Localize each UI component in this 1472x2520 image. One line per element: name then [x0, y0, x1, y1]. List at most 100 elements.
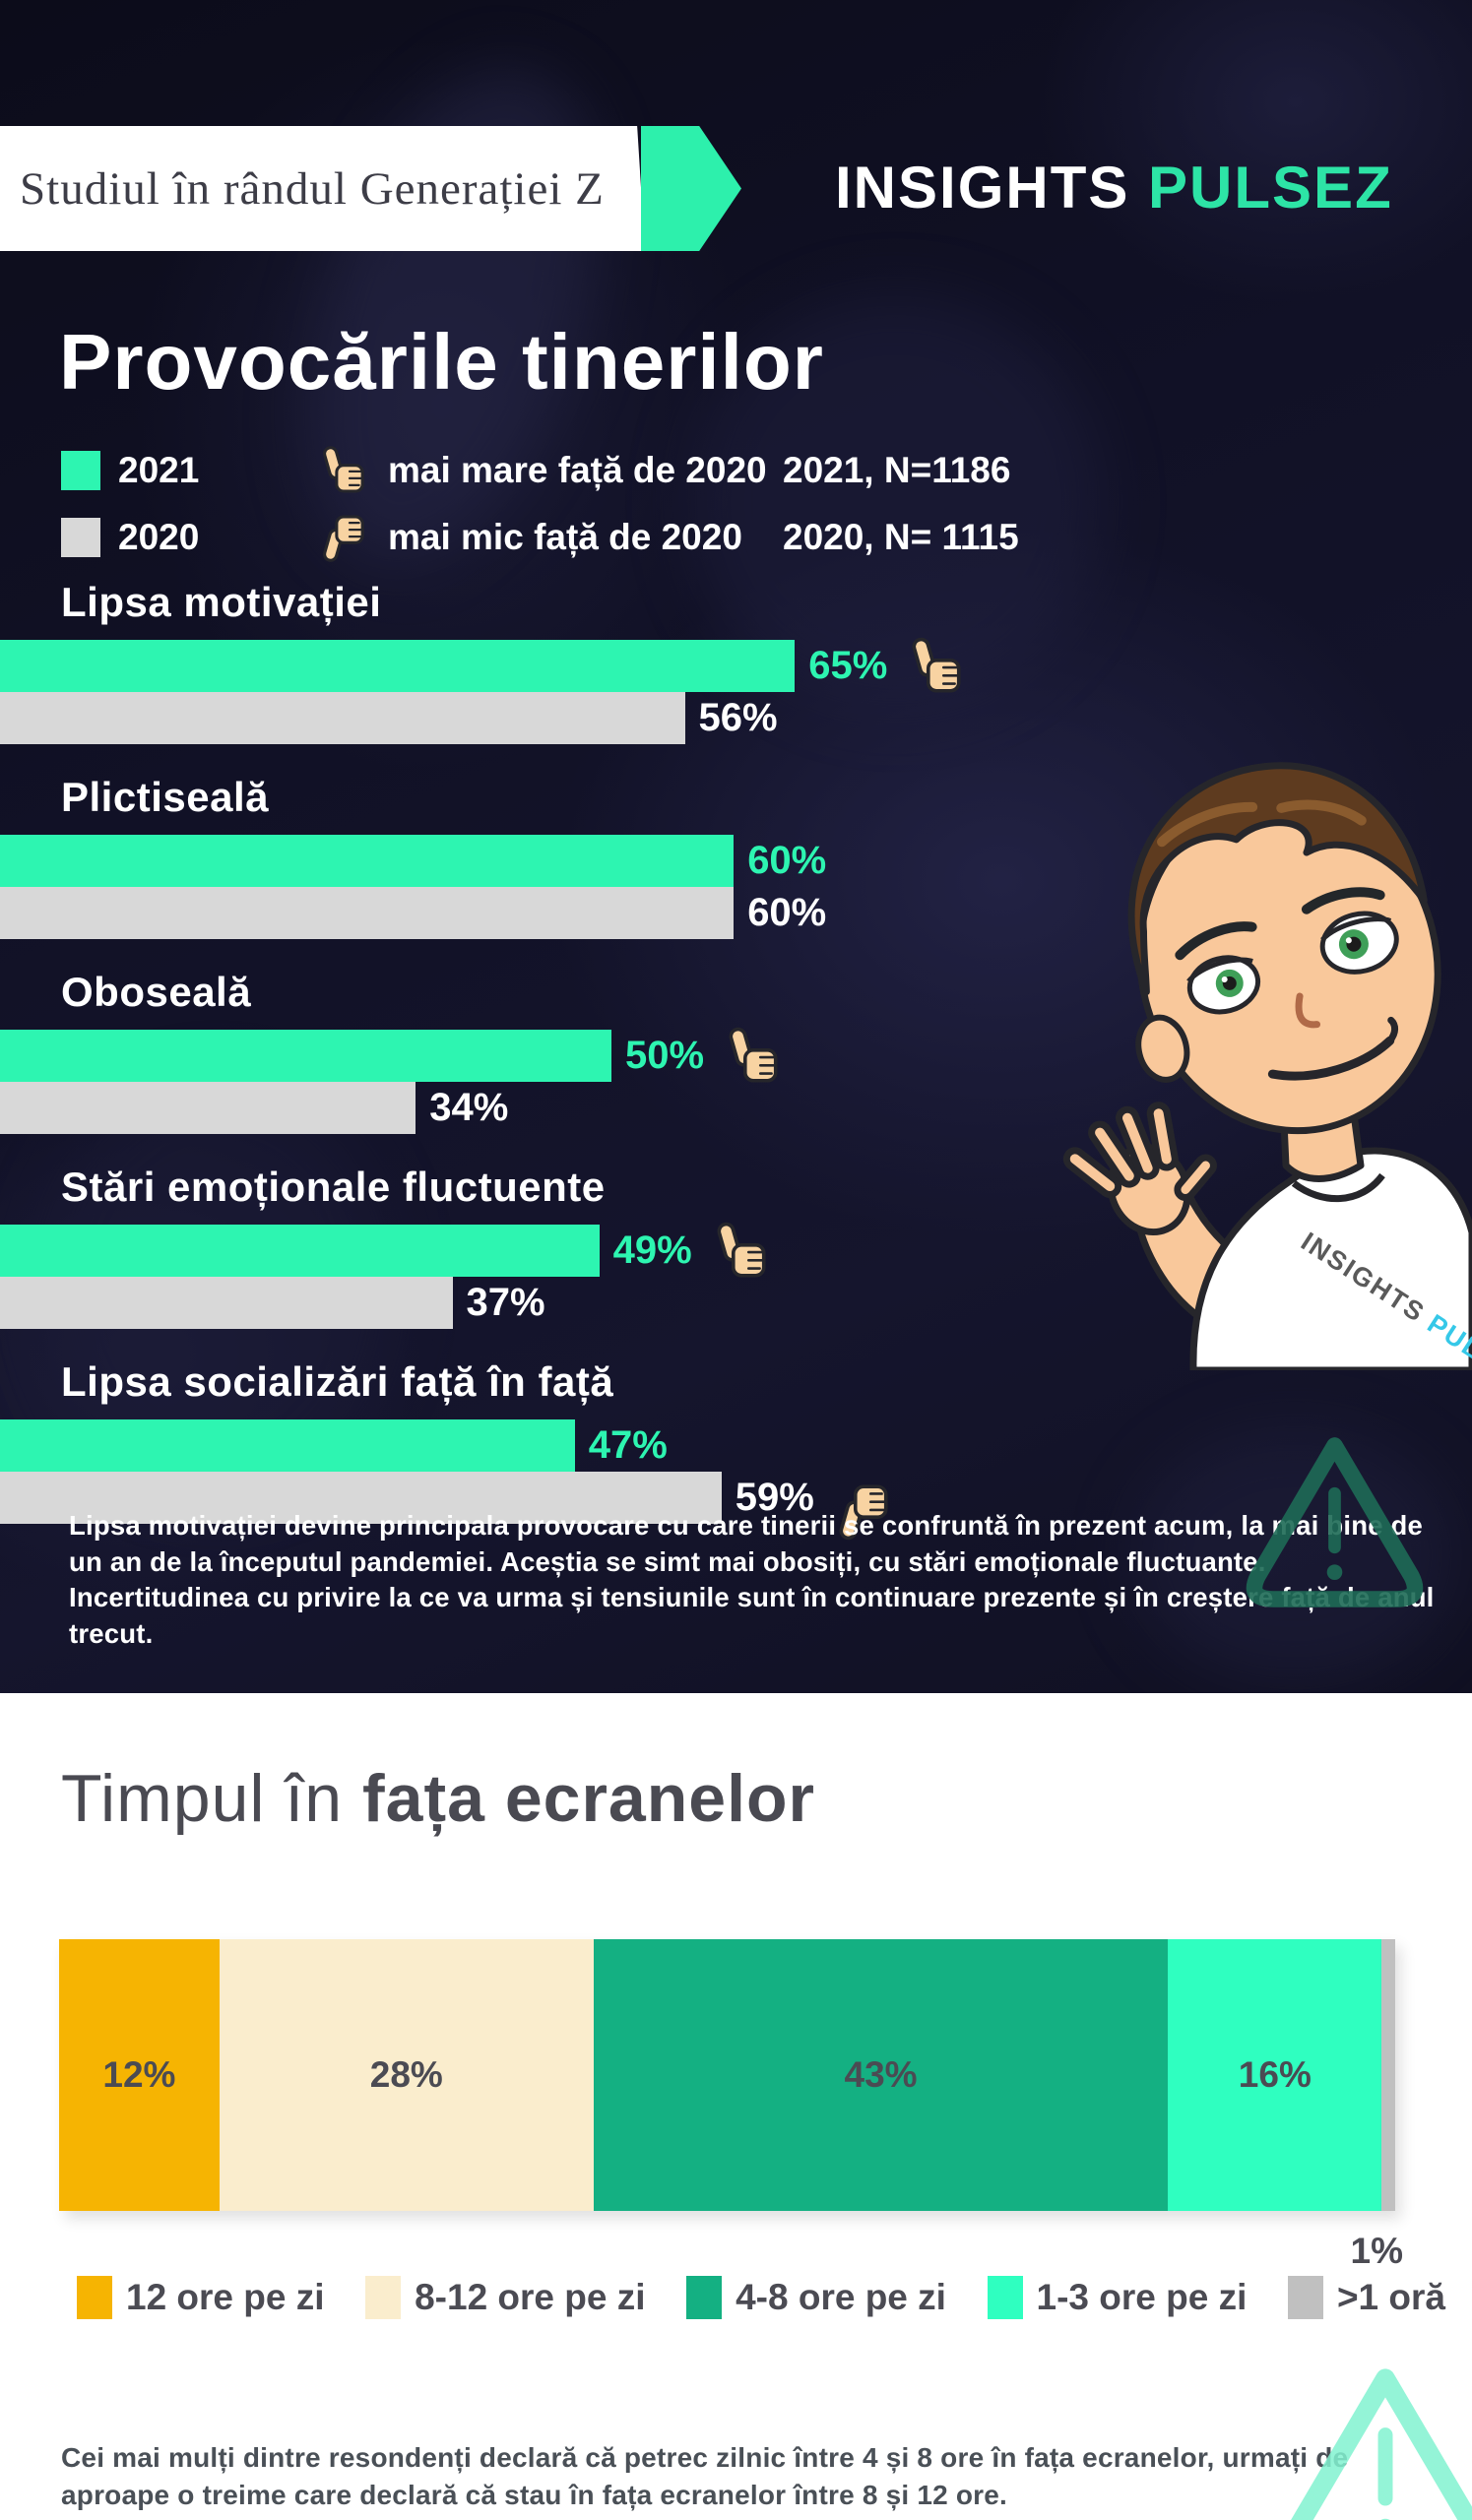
legend-swatch: [77, 2276, 112, 2319]
bar-2021: [0, 640, 796, 692]
legend-swatch: [365, 2276, 402, 2319]
thumb-up-icon: [315, 443, 370, 498]
bar-2020: [0, 1472, 722, 1524]
stacked-segment: 28%: [219, 1939, 594, 2211]
section2-note: Cei mai mulți dintre resondenți declară …: [61, 2442, 1349, 2510]
section2-title-bold: fața ecranelor: [362, 1761, 815, 1836]
warning-triangle-icon: [1272, 2355, 1472, 2520]
bar-value-2020: 59%: [735, 1476, 814, 1519]
legend-item-2020: 2020: [61, 515, 199, 560]
swatch-2021: [61, 451, 100, 490]
chart-legend: 2021 2020 mai mare față de 2020 mai mic …: [61, 448, 1420, 576]
thumb-up-icon: [720, 1024, 785, 1089]
sample-size-2020: 2020, N= 1115: [783, 517, 1019, 557]
challenges-bar-chart: Lipsa motivației 65% 56% Plictiseală 60% 60% O…: [0, 579, 1083, 1553]
legend-item: 8-12 ore pe zi: [365, 2276, 646, 2319]
bar-value-2021: 65%: [808, 644, 888, 687]
legend-2020-label: 2020: [118, 517, 200, 557]
section2-title: Timpul în fața ecranelor: [61, 1760, 815, 1837]
bar-group: Lipsa socializări față în față 47% 59%: [0, 1358, 1083, 1524]
avatar-illustration: INSIGHTS PUL: [1062, 762, 1472, 1370]
legend-item: 4-8 ore pe zi: [686, 2276, 946, 2319]
legend-item: 12 ore pe zi: [77, 2276, 325, 2319]
bar-value-2020: 34%: [429, 1086, 509, 1129]
legend-2021-label: 2021: [118, 450, 200, 490]
bar-value-2021: 49%: [612, 1228, 692, 1272]
bar-group: Stări emoționale fluctuente 49% 37%: [0, 1164, 1083, 1329]
screen-time-stacked-bar: 12% 28% 43% 16%: [59, 1939, 1395, 2211]
legend-item-thumb-up: mai mare față de 2020: [315, 448, 767, 493]
bar-value-2020: 56%: [698, 696, 778, 739]
legend-label: >1 oră: [1336, 2277, 1445, 2317]
bar-row-2021: 49%: [0, 1225, 1083, 1277]
legend-swatch: [1287, 2276, 1323, 2319]
legend-samples: 2021, N=1186 2020, N= 1115: [783, 448, 1019, 560]
brand-insights: INSIGHTS: [835, 155, 1130, 220]
bar-2021: [0, 835, 735, 887]
legend-label: 1-3 ore pe zi: [1036, 2277, 1248, 2317]
thumb-down-icon: [315, 510, 370, 565]
legend-label: 4-8 ore pe zi: [736, 2277, 946, 2317]
legend-item: 1-3 ore pe zi: [987, 2276, 1248, 2319]
bar-group-label: Lipsa socializări față în față: [61, 1358, 614, 1405]
legend-swatch: [686, 2276, 723, 2319]
thumb-up-icon: [708, 1219, 773, 1284]
bar-group: Plictiseală 60% 60%: [0, 774, 1083, 939]
thumb-down-label: mai mic față de 2020: [388, 517, 742, 557]
segment-value-label: 43%: [844, 2054, 918, 2095]
legend-item: >1 oră: [1287, 2276, 1445, 2319]
screen-time-legend: 12 ore pe zi 8-12 ore pe zi 4-8 ore pe zi 1…: [77, 2276, 1445, 2319]
legend-years: 2021 2020: [61, 448, 199, 560]
chevron-arrow-shape: [641, 126, 741, 251]
stacked-segment: 12%: [59, 1939, 220, 2211]
bar-2020: [0, 692, 685, 744]
bar-group: Lipsa motivației 65% 56%: [0, 579, 1083, 744]
bar-row-2020: 34%: [0, 1082, 1083, 1134]
legend-item-thumb-down: mai mic față de 2020: [315, 515, 767, 560]
bar-group-label: Stări emoționale fluctuente: [61, 1164, 606, 1210]
brand-logo: INSIGHTS PULSEZ: [835, 154, 1393, 221]
legend-thumbs: mai mare față de 2020 mai mic față de 20…: [315, 448, 767, 560]
bar-value-2021: 60%: [747, 839, 827, 882]
bar-2020: [0, 1277, 453, 1329]
legend-item-2021: 2021: [61, 448, 199, 493]
brand-pulsez: PULSEZ: [1148, 155, 1393, 220]
warning-triangle-icon: [1239, 1425, 1431, 1617]
segment-value-label: 12%: [102, 2054, 176, 2095]
section2-title-regular: Timpul în: [61, 1761, 363, 1836]
swatch-2020: [61, 518, 100, 557]
legend-swatch: [987, 2276, 1023, 2319]
legend-label: 12 ore pe zi: [126, 2277, 325, 2317]
stacked-segment: 43%: [593, 1939, 1169, 2211]
bar-row-2021: 65%: [0, 640, 1083, 692]
section1-title: Provocările tinerilor: [59, 318, 824, 406]
bar-row-2021: 47%: [0, 1419, 1083, 1472]
bar-group: Oboseală 50% 34%: [0, 969, 1083, 1134]
bar-row-2020: 37%: [0, 1277, 1083, 1329]
bar-value-2020: 60%: [747, 891, 827, 934]
bar-2021: [0, 1225, 600, 1277]
thumb-up-icon: [903, 634, 968, 699]
study-banner: Studiul în rândul Generației Z: [0, 126, 645, 251]
legend-label: 8-12 ore pe zi: [415, 2277, 646, 2317]
bar-value-2021: 50%: [625, 1034, 705, 1077]
stacked-segment: 16%: [1168, 1939, 1382, 2211]
bar-row-2020: 60%: [0, 887, 1083, 939]
section1-note: Lipsa motivației devine principala provo…: [69, 1510, 1435, 1649]
bar-2020: [0, 887, 735, 939]
bar-row-2021: 50%: [0, 1030, 1083, 1082]
thumb-up-label: mai mare față de 2020: [388, 450, 767, 490]
stacked-segment: [1381, 1939, 1395, 2211]
bar-row-2020: 59%: [0, 1472, 1083, 1524]
bar-value-2020: 37%: [466, 1281, 545, 1324]
bar-2020: [0, 1082, 416, 1134]
bar-group-label: Oboseală: [61, 969, 252, 1015]
bar-2021: [0, 1419, 575, 1472]
bar-2021: [0, 1030, 611, 1082]
bar-value-2021: 47%: [588, 1423, 668, 1467]
bar-row-2020: 56%: [0, 692, 1083, 744]
one-percent-label: 1%: [1350, 2231, 1403, 2271]
sample-size-2021: 2021, N=1186: [783, 450, 1011, 490]
hero-section: Studiul în rândul Generației Z INSIGHTS …: [0, 0, 1472, 1693]
